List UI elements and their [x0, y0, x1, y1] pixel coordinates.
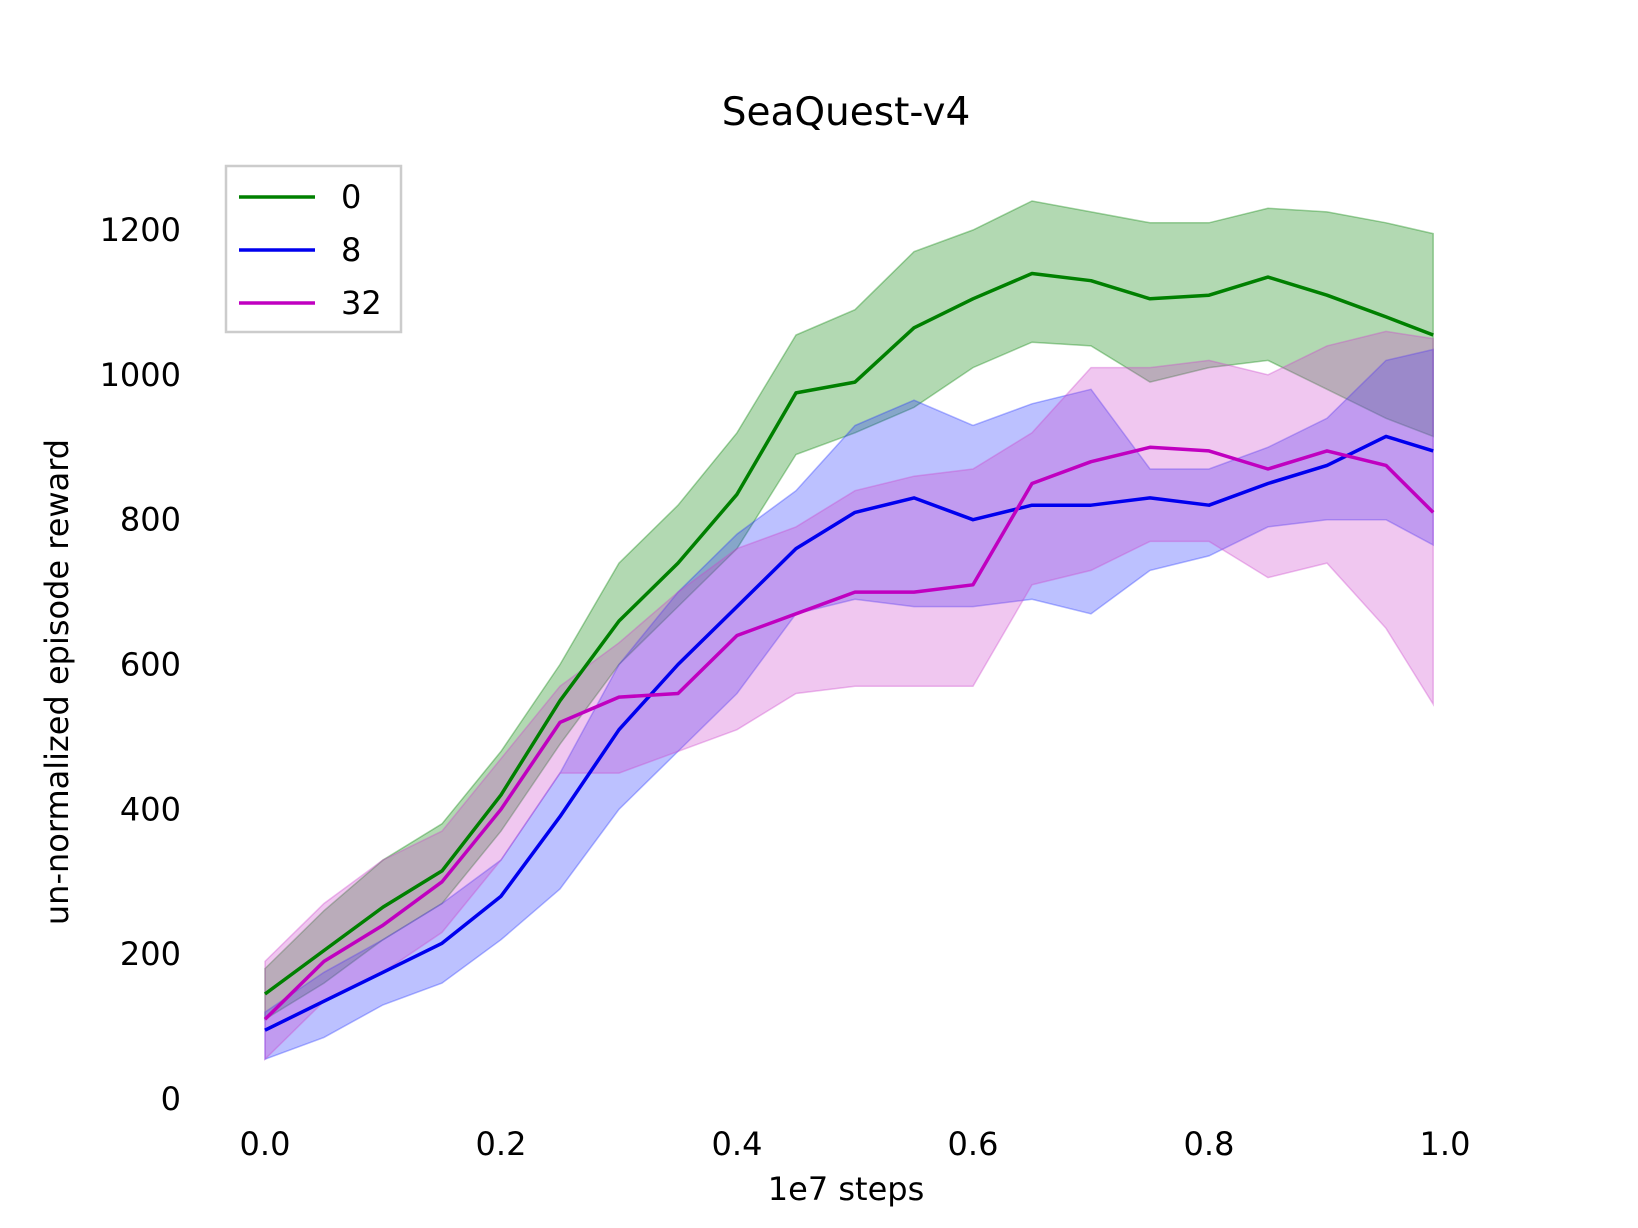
legend-label-0: 0 [341, 178, 361, 216]
x-tick-label: 0.6 [948, 1125, 999, 1163]
y-axis-label: un-normalized episode reward [38, 439, 76, 925]
band-series-8 [264, 348, 1434, 1061]
x-tick-label: 0.0 [240, 1125, 291, 1163]
band-series-32 [264, 330, 1434, 1061]
x-axis-label: 1e7 steps [768, 1170, 924, 1208]
legend-label-8: 8 [341, 231, 361, 269]
line-series-32 [263, 445, 1435, 1021]
chart-title: SeaQuest-v4 [722, 90, 971, 135]
band-series-0 [264, 200, 1434, 1021]
x-tick-label: 0.4 [712, 1125, 763, 1163]
legend: 0 8 32 [224, 164, 403, 334]
legend-label-32: 32 [341, 284, 382, 322]
line-series-8 [264, 434, 1434, 1032]
y-tick-label: 1200 [100, 211, 181, 249]
y-tick-label: 600 [120, 646, 181, 684]
y-tick-label: 0 [161, 1080, 181, 1118]
y-tick-label: 800 [120, 501, 181, 539]
y-tick-label: 1000 [100, 356, 181, 394]
y-tick-label: 400 [120, 790, 181, 828]
x-tick-label: 0.2 [476, 1125, 527, 1163]
series-lines [263, 271, 1435, 1032]
x-axis-ticks: 0.0 0.2 0.4 0.6 0.8 1.0 [240, 1125, 1471, 1163]
confidence-bands [264, 200, 1434, 1061]
y-axis-ticks: 0 200 400 600 800 1000 1200 [100, 211, 181, 1118]
x-tick-label: 1.0 [1420, 1125, 1471, 1163]
x-tick-label: 0.8 [1184, 1125, 1235, 1163]
line-series-0 [263, 271, 1434, 996]
y-tick-label: 200 [120, 935, 181, 973]
